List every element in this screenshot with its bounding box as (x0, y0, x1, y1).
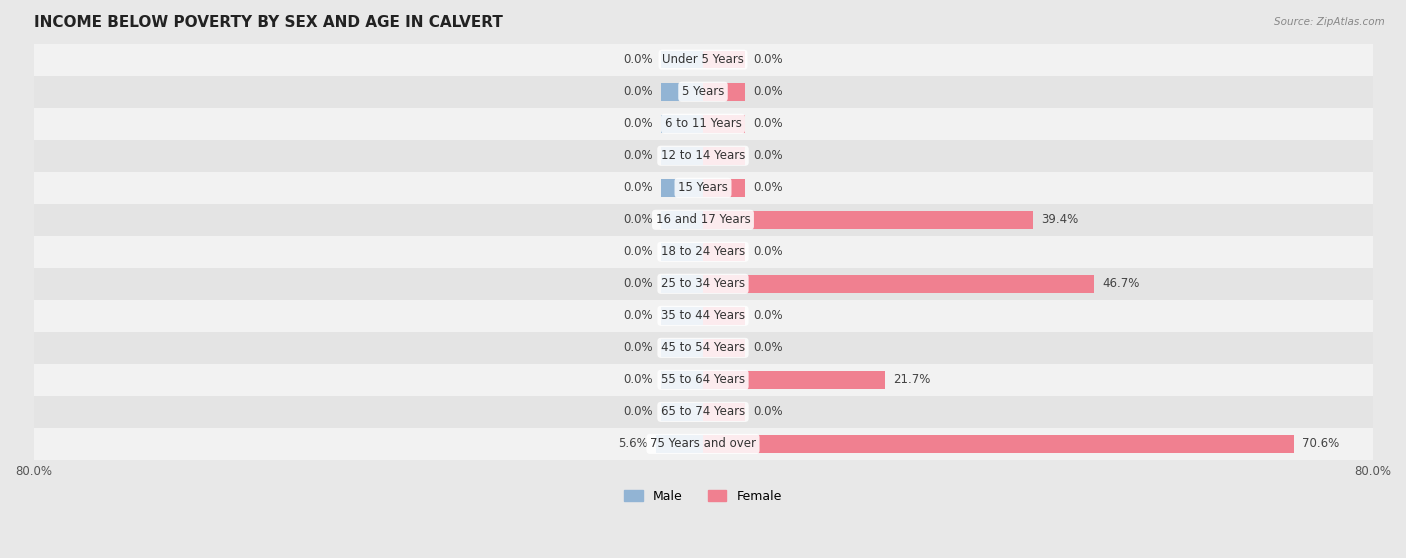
Text: 0.0%: 0.0% (623, 53, 652, 66)
Bar (703, 243, 745, 261)
Text: 39.4%: 39.4% (1040, 213, 1078, 227)
Text: 0.0%: 0.0% (754, 181, 783, 194)
Bar (661, 403, 703, 421)
Bar (34, 236, 1372, 268)
Bar (703, 339, 745, 357)
Text: 5.6%: 5.6% (619, 437, 648, 450)
Bar (703, 147, 745, 165)
Bar (703, 51, 745, 69)
Text: 0.0%: 0.0% (623, 246, 652, 258)
Text: 0.0%: 0.0% (754, 341, 783, 354)
Bar (661, 243, 703, 261)
Bar (661, 371, 703, 389)
Text: 0.0%: 0.0% (623, 309, 652, 323)
Bar (703, 115, 745, 132)
Bar (703, 179, 745, 196)
Bar (703, 211, 1033, 229)
Text: 45 to 54 Years: 45 to 54 Years (661, 341, 745, 354)
Text: 55 to 64 Years: 55 to 64 Years (661, 373, 745, 386)
Text: 65 to 74 Years: 65 to 74 Years (661, 405, 745, 418)
Bar (703, 83, 745, 100)
Text: 0.0%: 0.0% (754, 117, 783, 130)
Bar (34, 76, 1372, 108)
Text: 0.0%: 0.0% (623, 85, 652, 98)
Text: INCOME BELOW POVERTY BY SEX AND AGE IN CALVERT: INCOME BELOW POVERTY BY SEX AND AGE IN C… (34, 15, 502, 30)
Bar (34, 300, 1372, 332)
Bar (703, 371, 884, 389)
Text: 70.6%: 70.6% (1302, 437, 1340, 450)
Bar (703, 307, 745, 325)
Text: 0.0%: 0.0% (754, 53, 783, 66)
Text: 15 Years: 15 Years (678, 181, 728, 194)
Bar (34, 268, 1372, 300)
Text: 0.0%: 0.0% (623, 181, 652, 194)
Text: 0.0%: 0.0% (623, 149, 652, 162)
Text: 5 Years: 5 Years (682, 85, 724, 98)
Text: 75 Years and over: 75 Years and over (650, 437, 756, 450)
Bar (661, 211, 703, 229)
Bar (661, 307, 703, 325)
Bar (34, 364, 1372, 396)
Text: 35 to 44 Years: 35 to 44 Years (661, 309, 745, 323)
Text: 0.0%: 0.0% (754, 309, 783, 323)
Bar (34, 172, 1372, 204)
Text: 0.0%: 0.0% (623, 373, 652, 386)
Text: 0.0%: 0.0% (623, 405, 652, 418)
Bar (661, 51, 703, 69)
Text: 12 to 14 Years: 12 to 14 Years (661, 149, 745, 162)
Text: 21.7%: 21.7% (893, 373, 931, 386)
Bar (34, 428, 1372, 460)
Bar (703, 403, 745, 421)
Bar (703, 275, 1094, 292)
Text: 6 to 11 Years: 6 to 11 Years (665, 117, 741, 130)
Bar (661, 179, 703, 196)
Bar (661, 339, 703, 357)
Text: 0.0%: 0.0% (754, 405, 783, 418)
Bar (34, 140, 1372, 172)
Text: Under 5 Years: Under 5 Years (662, 53, 744, 66)
Text: Source: ZipAtlas.com: Source: ZipAtlas.com (1274, 17, 1385, 27)
Text: 0.0%: 0.0% (754, 149, 783, 162)
Text: 46.7%: 46.7% (1102, 277, 1140, 290)
Text: 25 to 34 Years: 25 to 34 Years (661, 277, 745, 290)
Legend: Male, Female: Male, Female (619, 485, 787, 508)
Bar (661, 83, 703, 100)
Bar (34, 108, 1372, 140)
Bar (34, 332, 1372, 364)
Text: 0.0%: 0.0% (623, 341, 652, 354)
Text: 0.0%: 0.0% (754, 85, 783, 98)
Text: 0.0%: 0.0% (623, 213, 652, 227)
Bar (703, 435, 1294, 453)
Bar (661, 147, 703, 165)
Text: 0.0%: 0.0% (623, 277, 652, 290)
Bar (34, 44, 1372, 76)
Bar (657, 435, 703, 453)
Bar (661, 115, 703, 132)
Text: 0.0%: 0.0% (623, 117, 652, 130)
Bar (34, 204, 1372, 236)
Text: 18 to 24 Years: 18 to 24 Years (661, 246, 745, 258)
Text: 16 and 17 Years: 16 and 17 Years (655, 213, 751, 227)
Text: 0.0%: 0.0% (754, 246, 783, 258)
Bar (34, 396, 1372, 428)
Bar (661, 275, 703, 292)
